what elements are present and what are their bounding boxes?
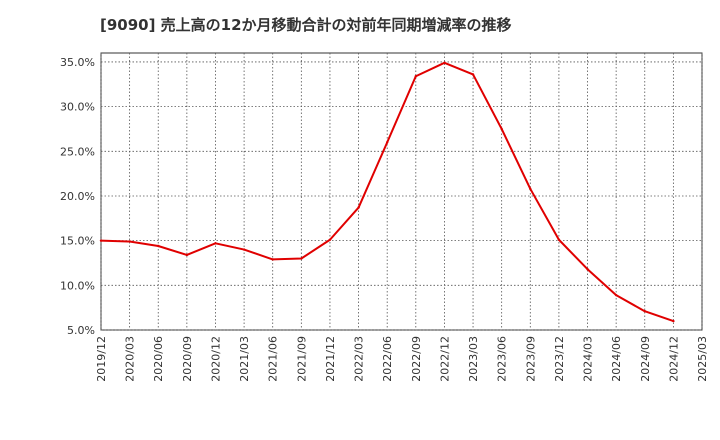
data-point [185,253,189,257]
x-tick-label: 2023/06 [496,336,509,382]
data-point [157,244,160,248]
x-tick-label: 2023/03 [467,336,480,382]
x-tick-label: 2019/12 [95,336,108,382]
data-point [557,238,561,241]
x-tick-label: 2022/03 [353,336,366,382]
data-point [643,310,646,313]
x-tick-label: 2021/12 [324,336,337,382]
data-point [672,319,675,323]
data-point [443,61,446,65]
x-tick-label: 2024/06 [610,336,623,382]
y-tick-label: 25.0% [60,145,95,158]
x-tick-label: 2021/09 [295,336,308,382]
data-point [529,187,532,191]
y-tick-label: 35.0% [60,56,95,69]
x-tick-label: 2022/06 [381,336,394,382]
y-tick-label: 30.0% [60,101,95,114]
x-tick-label: 2022/12 [438,336,451,382]
x-axis-ticks: 2019/12 2020/03 2020/06 2020/09 2020/12 2021/… [95,336,709,382]
x-tick-label: 2025/03 [696,336,709,382]
x-tick-label: 2024/12 [667,336,680,382]
data-point [385,141,389,144]
x-tick-label: 2024/09 [639,336,652,382]
data-point [214,242,217,245]
data-point [500,127,503,131]
data-point [614,293,618,297]
x-tick-label: 2021/06 [267,336,280,382]
y-tick-label: 5.0% [67,324,95,337]
data-point [414,75,418,78]
data-point [99,239,103,242]
x-tick-label: 2022/09 [410,336,423,382]
data-point [328,238,332,241]
chart-title: [9090] 売上高の12か月移動合計の対前年同期増減率の推移 [100,16,512,34]
x-tick-label: 2024/03 [582,336,595,382]
data-point [128,240,131,243]
y-tick-label: 15.0% [60,235,95,248]
data-point [242,248,246,251]
y-tick-label: 10.0% [60,279,95,292]
series-layer [99,61,675,323]
x-tick-label: 2020/09 [181,336,194,382]
data-point [300,257,303,260]
y-axis-ticks: 5.0% 10.0% 15.0% 20.0% 25.0% 30.0% 35.0% [60,56,95,337]
x-tick-label: 2023/12 [553,336,566,382]
x-tick-label: 2020/03 [124,336,137,382]
x-tick-label: 2020/12 [209,336,222,382]
data-point [357,206,360,209]
data-point [471,73,475,76]
x-tick-label: 2020/06 [152,336,165,382]
plot-area [100,52,703,331]
grid-lines [100,53,703,331]
data-point [586,268,589,271]
data-point [271,258,274,261]
y-tick-label: 20.0% [60,190,95,203]
x-tick-label: 2021/03 [238,336,251,382]
x-tick-label: 2023/09 [524,336,537,382]
